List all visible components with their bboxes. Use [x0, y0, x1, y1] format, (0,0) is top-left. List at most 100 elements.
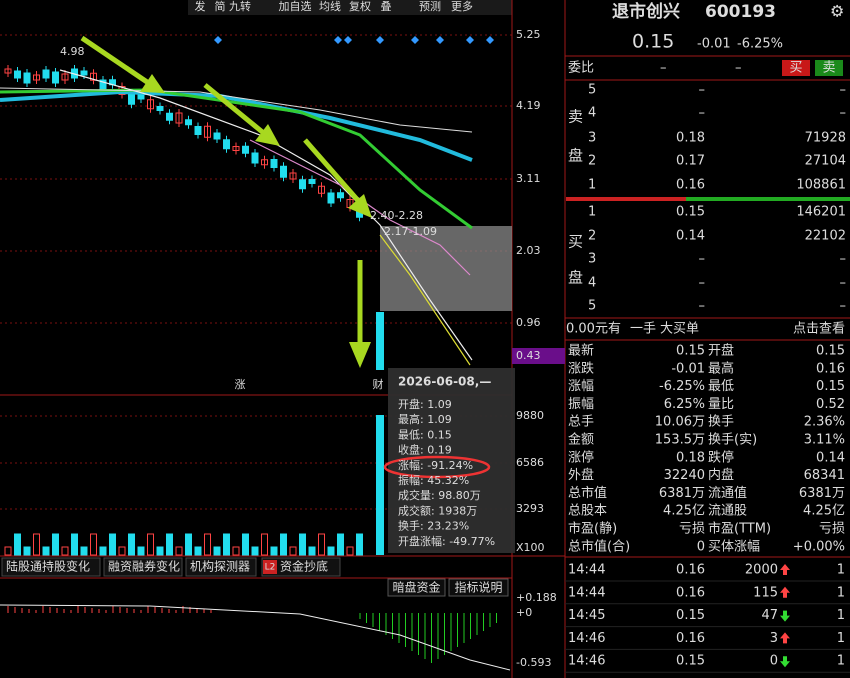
sell-button-label: 卖 — [822, 61, 835, 76]
tooltip-row: 成交量: 98.80万 — [398, 488, 481, 502]
stat-value: 10.06万 — [655, 415, 705, 430]
stat-label: 涨跌 — [568, 360, 594, 376]
price-change: -0.01 — [697, 37, 731, 52]
volume-bar — [337, 533, 344, 556]
stat-label: 总股本 — [568, 504, 607, 519]
candle — [156, 106, 164, 111]
level-volume: 22102 — [805, 229, 846, 244]
level-volume: 27104 — [805, 154, 846, 169]
candles — [4, 65, 384, 556]
side-label: 盘 — [568, 269, 583, 287]
stat-label: 最低 — [708, 379, 734, 394]
toolbar-item[interactable]: 预测 — [419, 0, 441, 13]
price-axis-label: 0.43 — [516, 349, 541, 362]
stat-value: 0.15 — [676, 344, 705, 359]
volume-bar — [223, 533, 230, 556]
candle — [308, 179, 316, 184]
candle — [376, 312, 384, 370]
candle — [42, 69, 50, 79]
macd-axis-label: -0.593 — [516, 656, 551, 669]
candle — [33, 74, 40, 81]
tooltip-title: 2026-06-08,— — [398, 375, 491, 389]
price-axis-label: 0.96 — [516, 316, 541, 329]
toolbar-item[interactable]: 均线 — [319, 0, 341, 13]
level-volume: 108861 — [796, 178, 846, 193]
level-volume: 146201 — [796, 205, 846, 220]
stock-name: 退市创兴 — [612, 1, 680, 22]
toolbar-item[interactable]: 九转 — [229, 0, 251, 13]
level-price: – — [699, 252, 706, 267]
volume-bar — [175, 546, 183, 556]
level: 2 — [588, 154, 596, 169]
stat-label: 振幅 — [568, 397, 594, 412]
level: 3 — [588, 131, 596, 146]
macd-line — [0, 604, 511, 671]
candle — [337, 192, 344, 199]
toolbar-item[interactable]: 加自选 — [279, 0, 312, 13]
volume-bar — [23, 546, 31, 556]
stat-label: 跌停 — [708, 449, 734, 465]
stat-label: 最新 — [568, 343, 594, 359]
candle — [289, 172, 297, 180]
sell-button[interactable] — [815, 60, 843, 76]
candle — [213, 132, 221, 140]
indicator-tab[interactable] — [261, 557, 341, 577]
volume-bar — [147, 533, 154, 556]
stat-value: 3.11% — [804, 433, 845, 448]
indicator-button[interactable] — [387, 578, 446, 597]
candle — [280, 165, 287, 178]
level-price: 0.17 — [676, 154, 705, 169]
indicator-tab[interactable] — [103, 557, 183, 577]
candle — [204, 125, 211, 138]
level: 4 — [588, 276, 596, 291]
volume-bar — [346, 546, 354, 556]
stat-value: 153.5万 — [655, 433, 705, 448]
candle — [261, 159, 268, 166]
indicator-tab-label: 融资融券变化 — [108, 559, 180, 574]
level-price: – — [699, 106, 706, 121]
toolbar-item[interactable]: 简 — [215, 0, 226, 13]
volume-bar — [4, 546, 12, 556]
indicator-tab[interactable] — [185, 557, 257, 577]
level: 5 — [588, 299, 596, 314]
level-price: – — [699, 276, 706, 291]
volume-bar — [204, 533, 211, 556]
volume-bar — [90, 533, 97, 556]
volume-bar — [289, 546, 297, 556]
side-label: 买 — [568, 233, 583, 251]
indicator-tab[interactable] — [1, 557, 101, 577]
signal-diamonds — [214, 36, 494, 44]
stat-value: 亏损 — [819, 522, 845, 537]
price-axis-label: 4.19 — [516, 99, 541, 112]
volume-bar — [71, 533, 78, 556]
candle — [251, 152, 259, 164]
indicator-button[interactable] — [448, 578, 509, 597]
price-annotation: 2.40-2.28 — [370, 209, 423, 222]
order-ratio-value: – — [660, 61, 667, 76]
stat-value: 4.25亿 — [663, 504, 705, 519]
toolbar-item[interactable]: 复权 — [349, 0, 371, 13]
tooltip-row: 最低: 0.15 — [398, 428, 452, 441]
volume-bar — [185, 533, 192, 556]
volume-bar — [33, 533, 40, 556]
buy-button[interactable] — [782, 60, 810, 76]
level: 1 — [588, 178, 596, 193]
level: 4 — [588, 106, 596, 121]
indicator-tab-label: 资金抄底 — [280, 559, 328, 574]
settings-icon[interactable]: ⚙ — [830, 2, 844, 21]
stat-label: 市盈(静) — [568, 521, 617, 537]
big-order-link[interactable]: 点击查看 — [793, 321, 845, 337]
volume-bar — [166, 533, 173, 556]
tick-count: 1 — [837, 631, 845, 646]
level: 1 — [588, 205, 596, 220]
volume-bar — [194, 546, 202, 556]
volume-bar — [42, 546, 50, 556]
stat-value: 0.18 — [676, 450, 705, 465]
toolbar-item[interactable]: 叠 — [381, 0, 392, 13]
toolbar-item[interactable]: 更多 — [451, 0, 473, 13]
toolbar-item[interactable]: 发 — [195, 0, 206, 13]
stat-value: 6381万 — [799, 486, 845, 501]
candle — [299, 179, 306, 190]
tick-price: 0.16 — [676, 563, 705, 578]
